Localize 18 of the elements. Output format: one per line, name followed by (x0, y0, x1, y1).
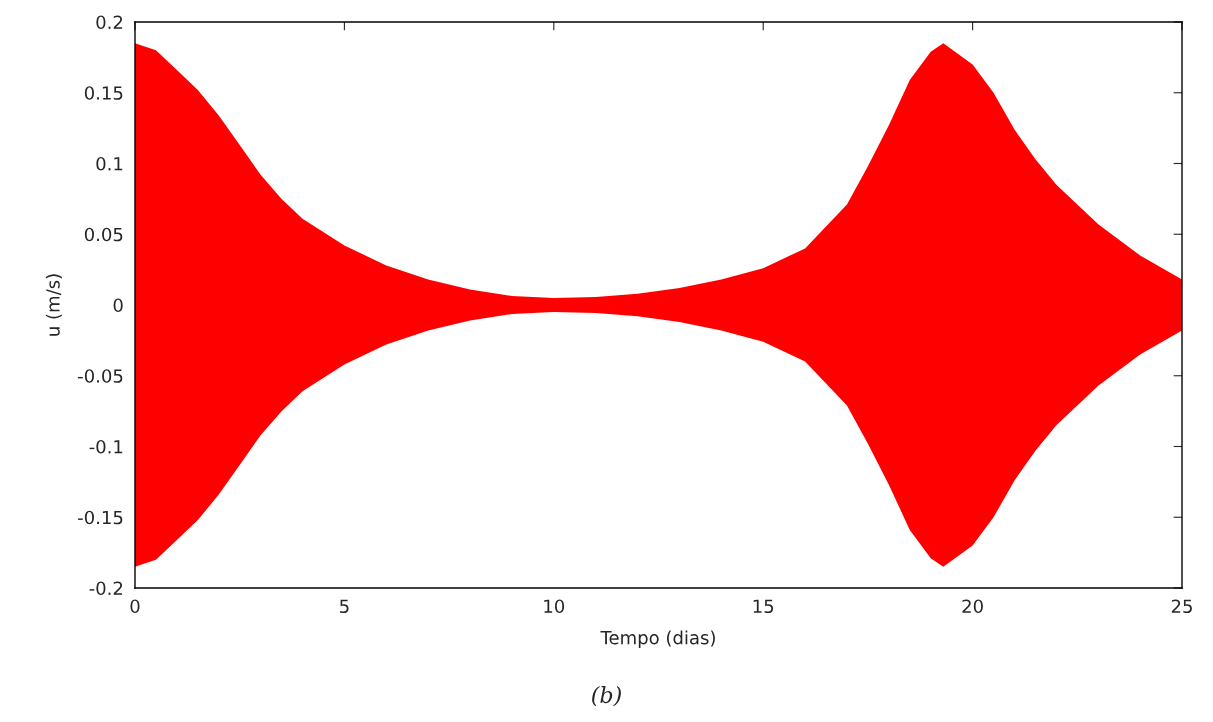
x-tick-label: 25 (1171, 599, 1192, 614)
y-tick-label: -0.15 (78, 510, 123, 525)
y-axis-title: u (m/s) (45, 274, 62, 336)
y-tick-label: 0.05 (84, 227, 123, 242)
x-tick-label: 15 (753, 599, 774, 614)
x-tick-label: 5 (340, 599, 349, 614)
x-tick-label: 0 (130, 599, 140, 614)
y-tick-label: -0.1 (89, 439, 123, 454)
y-tick-label: 0 (113, 298, 123, 313)
y-tick-label: -0.05 (78, 369, 123, 383)
y-tick-label: -0.2 (89, 581, 123, 596)
y-tick-label: 0.15 (84, 86, 123, 100)
x-tick-label: 10 (544, 599, 565, 614)
y-tick-label: 0.2 (96, 15, 123, 30)
x-axis-title: Tempo (dias) (600, 630, 715, 648)
text: (b) (592, 685, 621, 707)
y-tick-label: 0.1 (96, 156, 123, 171)
x-tick-label: 20 (962, 599, 983, 614)
